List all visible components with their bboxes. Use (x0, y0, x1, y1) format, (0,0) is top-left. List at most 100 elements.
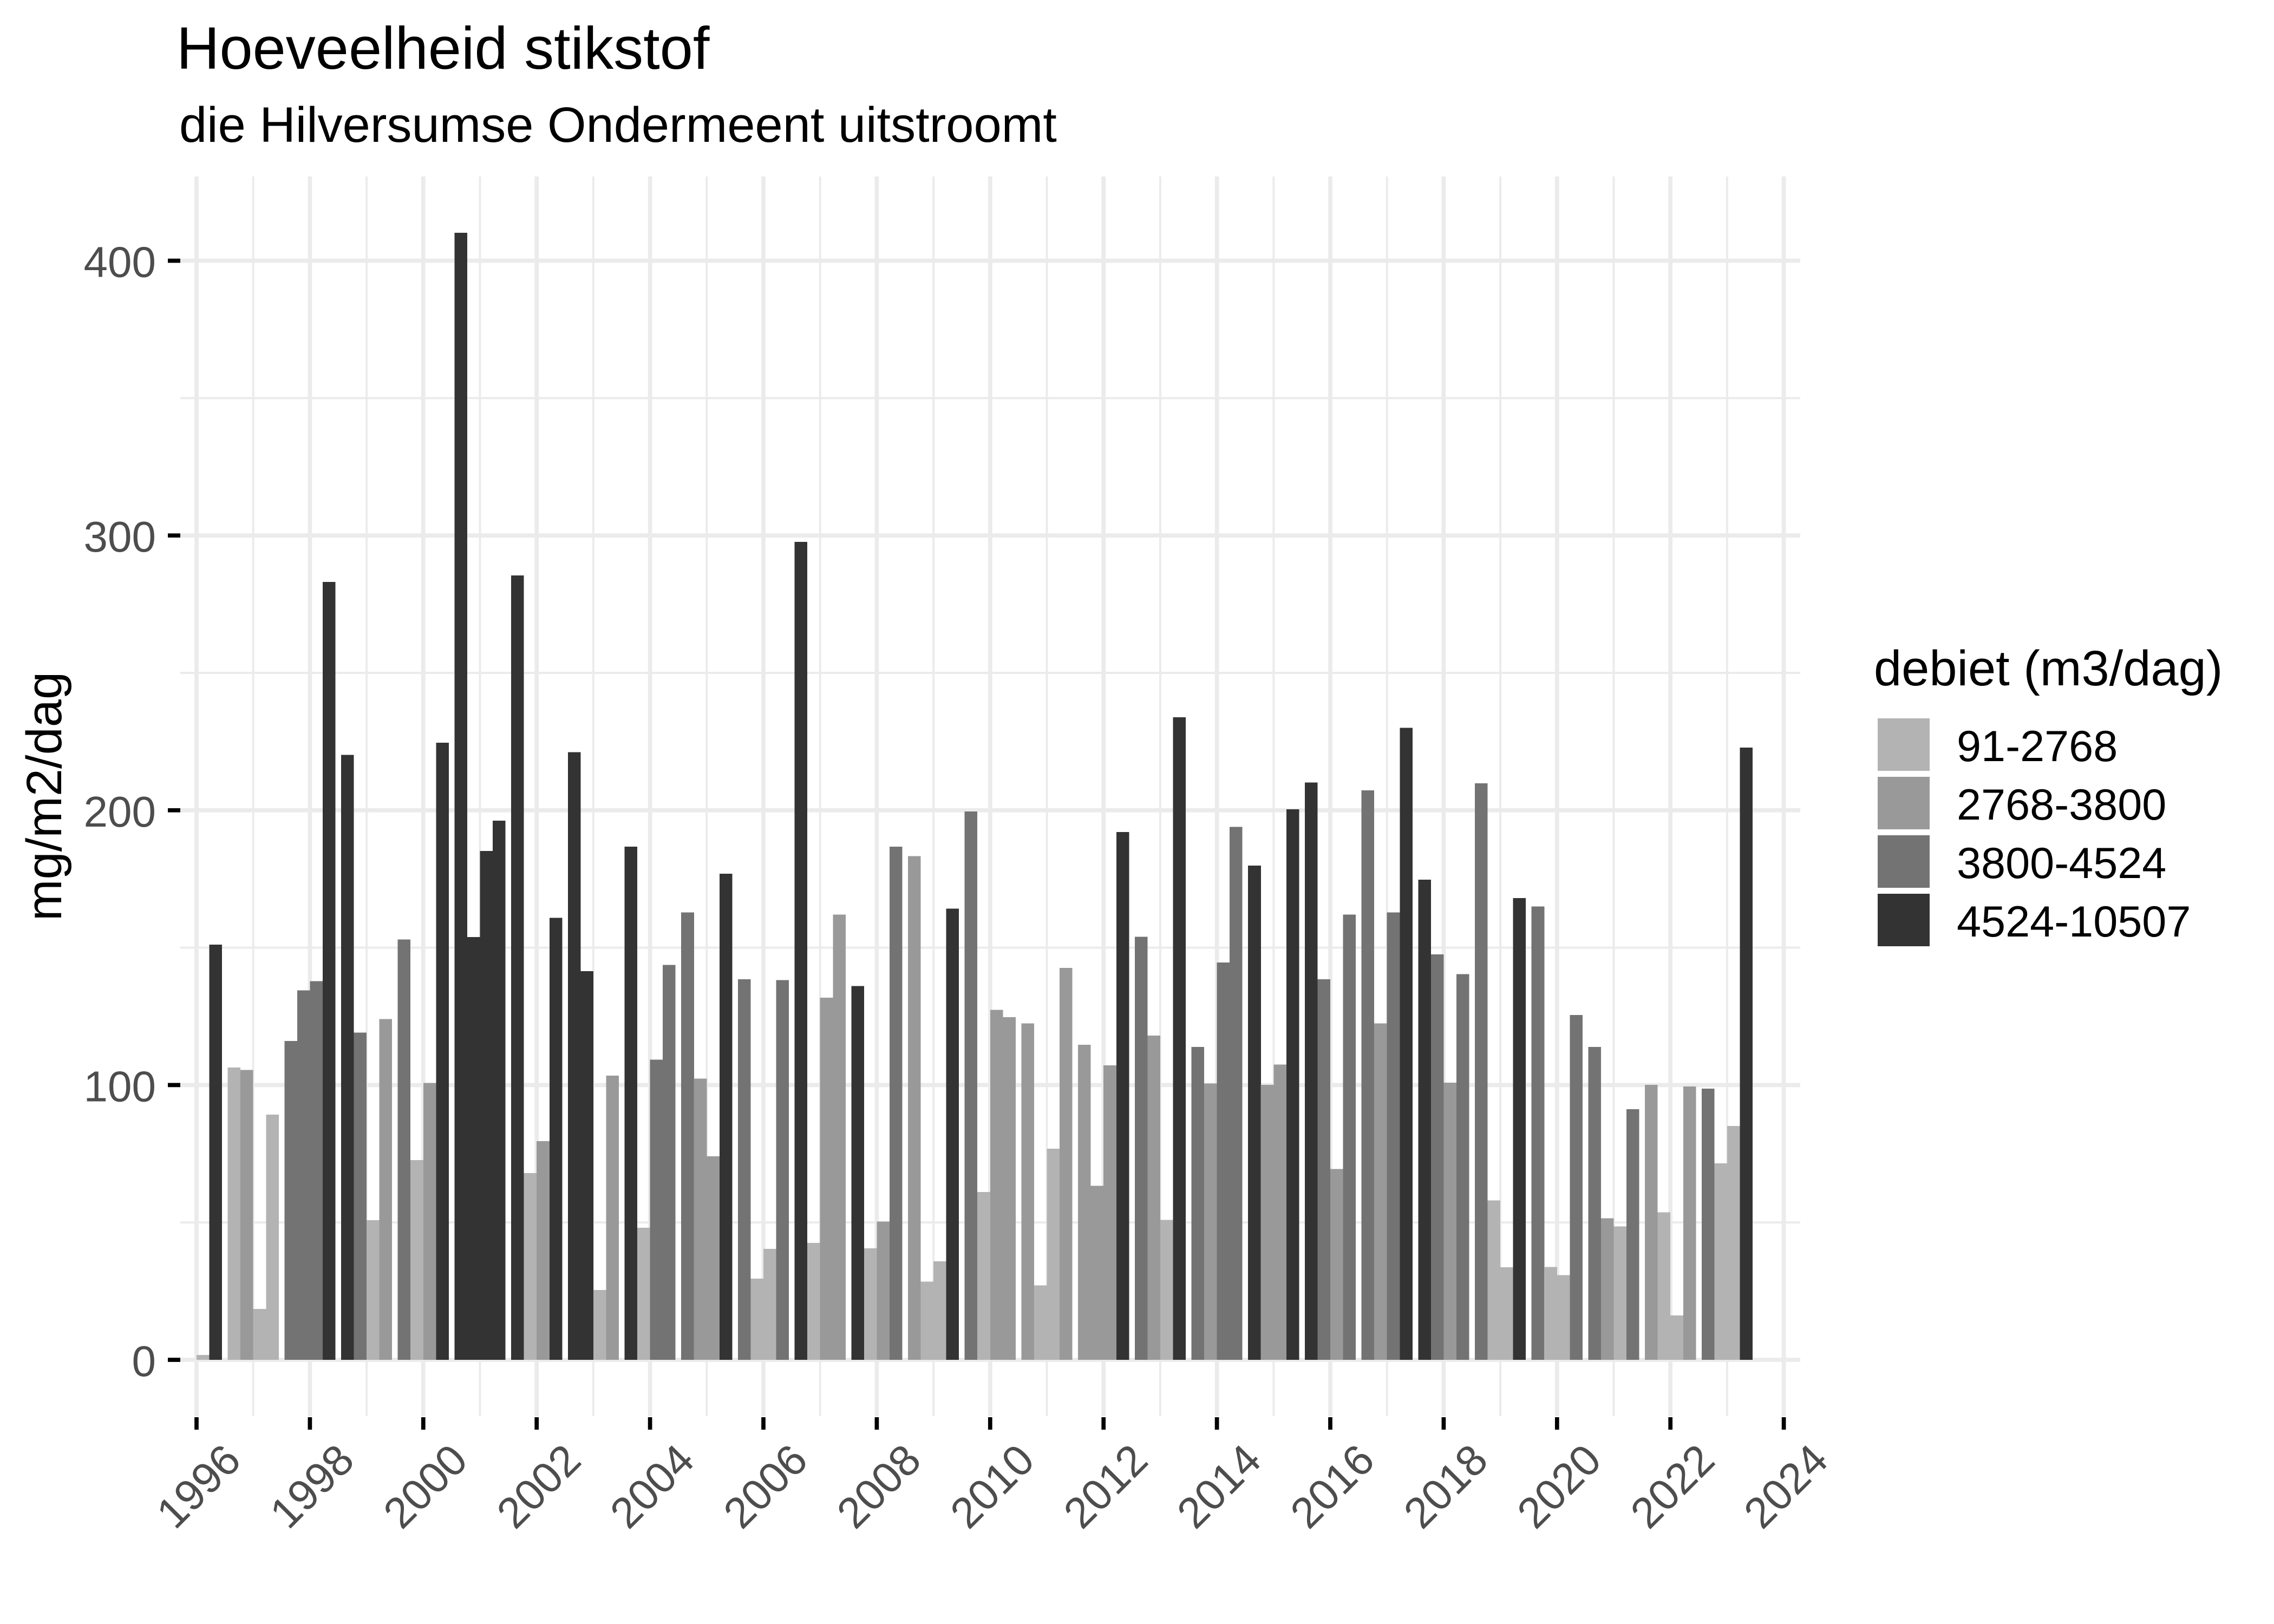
bar (1531, 906, 1545, 1360)
bar (1474, 783, 1488, 1360)
bar (266, 1115, 279, 1360)
bar (719, 874, 733, 1360)
bar (1487, 1200, 1501, 1360)
legend-item-91-2768: 91-2768 (1878, 718, 2118, 771)
bar (253, 1309, 266, 1360)
bar (637, 1227, 650, 1360)
bar (889, 846, 903, 1360)
bar (1683, 1086, 1696, 1360)
legend-item-3800-4524: 3800-4524 (1878, 835, 2166, 888)
bar (763, 1248, 776, 1360)
bar (1570, 1014, 1583, 1360)
bar (1544, 1267, 1557, 1360)
bar (341, 755, 354, 1360)
y-tick-label: 300 (84, 513, 156, 561)
bar (1387, 912, 1400, 1360)
bar (367, 1220, 380, 1360)
bar (537, 1141, 550, 1360)
legend-label: 4524-10507 (1957, 898, 2191, 946)
bar (1557, 1275, 1570, 1360)
y-axis-title: mg/m2/dag (17, 672, 72, 921)
bar (820, 997, 833, 1360)
bar (776, 980, 789, 1360)
bar (397, 939, 411, 1360)
y-tick-label: 100 (84, 1062, 156, 1110)
bar (1374, 1023, 1387, 1360)
bar (322, 581, 336, 1360)
legend-label: 2768-3800 (1957, 781, 2166, 829)
bar (977, 1191, 990, 1360)
bar (1078, 1044, 1091, 1360)
bar (694, 1078, 707, 1360)
bar (1034, 1285, 1047, 1360)
bar (1217, 962, 1230, 1360)
bar (1260, 1084, 1274, 1360)
chart-subtitle: die Hilversumse Ondermeent uitstroomt (179, 97, 1057, 153)
bar (833, 914, 846, 1360)
bar (750, 1278, 763, 1360)
bar (851, 986, 864, 1360)
bar (1003, 1017, 1016, 1360)
bar (454, 232, 467, 1360)
bar (240, 1070, 253, 1360)
bar (480, 850, 493, 1360)
bar (1060, 968, 1073, 1360)
bar (946, 908, 959, 1360)
bar (1304, 782, 1318, 1360)
bar (1230, 827, 1243, 1360)
bar (1134, 937, 1148, 1360)
bar (493, 821, 506, 1360)
bar (990, 1010, 1003, 1360)
legend-label: 91-2768 (1957, 722, 2118, 771)
legend-swatch (1878, 894, 1930, 946)
bar (1286, 809, 1299, 1360)
bar (511, 575, 524, 1360)
bar (606, 1076, 619, 1360)
bar (1173, 717, 1186, 1360)
bar (1727, 1126, 1740, 1360)
bar (964, 811, 978, 1360)
bar (877, 1221, 890, 1360)
bar (197, 1354, 210, 1360)
bar (663, 965, 676, 1360)
legend-label: 3800-4524 (1957, 839, 2166, 888)
bar (1740, 748, 1753, 1360)
bar (1701, 1089, 1715, 1360)
bar (1626, 1109, 1639, 1360)
bar (436, 742, 449, 1360)
bar (1500, 1267, 1513, 1360)
bar (1613, 1226, 1627, 1360)
bar (1343, 914, 1356, 1360)
bar (467, 937, 480, 1360)
axes: 1996 1998 2000 2002 2004 2006 2008 2010 2012 2014… (84, 238, 1837, 1537)
plot-panel (180, 176, 1800, 1416)
bar (1418, 880, 1431, 1360)
y-tick-label: 0 (132, 1337, 156, 1385)
bar (1248, 865, 1261, 1360)
bar (524, 1173, 537, 1360)
bar (933, 1261, 946, 1360)
bar (1116, 831, 1129, 1360)
bars (197, 232, 1753, 1360)
bar (567, 752, 581, 1360)
bar (580, 971, 593, 1360)
bar (1443, 1082, 1456, 1360)
bar (227, 1067, 241, 1360)
bar (1160, 1220, 1173, 1360)
bar (794, 541, 808, 1360)
bar (707, 1156, 720, 1360)
bar (1513, 898, 1526, 1360)
bar (1090, 1186, 1104, 1360)
bar (1714, 1163, 1727, 1360)
bar (549, 918, 563, 1360)
bar (354, 1032, 367, 1360)
legend-swatch (1878, 777, 1930, 829)
legend-swatch (1878, 718, 1930, 771)
legend-title: debiet (m3/dag) (1874, 641, 2223, 696)
bar (1645, 1084, 1658, 1360)
bar (650, 1059, 663, 1360)
bar (1273, 1064, 1286, 1360)
bar (920, 1281, 934, 1360)
bar (807, 1242, 820, 1360)
